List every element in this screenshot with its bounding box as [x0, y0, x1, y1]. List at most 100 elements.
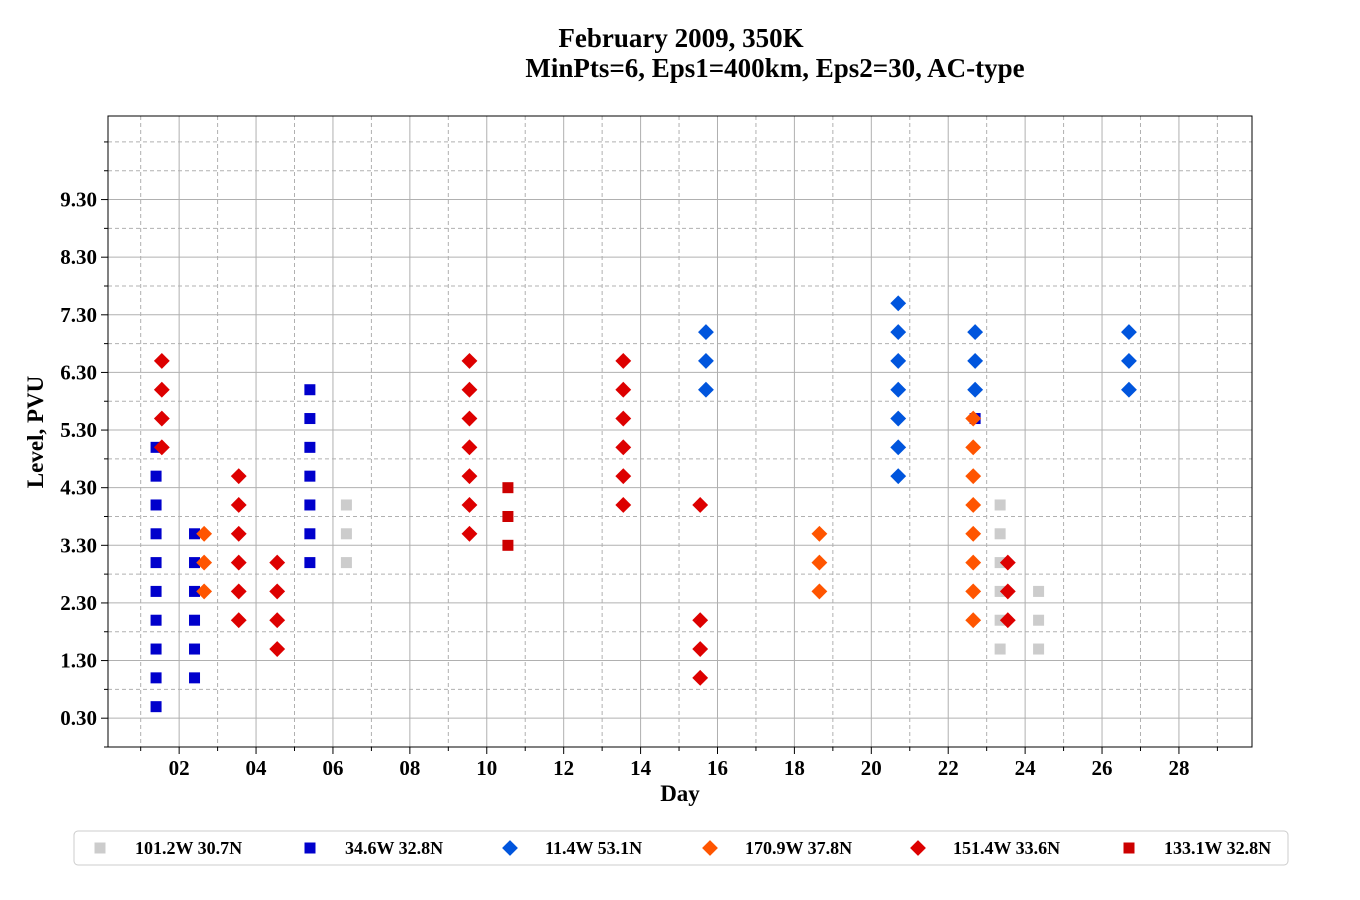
legend-box [73, 830, 1289, 866]
data-point [1121, 352, 1137, 369]
y-tick-label: 0.30 [60, 706, 97, 730]
data-point [150, 701, 162, 713]
data-point [615, 410, 632, 427]
data-point [502, 510, 514, 522]
data-point [189, 557, 201, 569]
data-point [189, 614, 201, 626]
legend-entry: 34.6W 32.8N [345, 838, 443, 858]
legend-marker [1123, 842, 1135, 854]
data-point [811, 583, 828, 600]
data-point [269, 583, 286, 600]
data-point [994, 643, 1006, 655]
chart-title: February 2009, 350K [558, 23, 803, 53]
data-point [196, 554, 213, 571]
grid [108, 116, 1252, 748]
data-point [890, 295, 907, 312]
x-tick-label: 10 [476, 756, 497, 780]
x-tick-label: 28 [1168, 756, 1189, 780]
data-point [698, 352, 714, 369]
x-tick-label: 02 [169, 756, 190, 780]
data-point [965, 497, 982, 513]
data-point [965, 525, 982, 542]
data-point [615, 352, 632, 369]
data-point [304, 384, 316, 396]
data-point [230, 525, 247, 542]
data-point [150, 470, 162, 482]
data-point [304, 499, 316, 511]
x-tick-label: 20 [861, 756, 882, 780]
x-tick-label: 12 [553, 756, 574, 780]
data-point [230, 554, 247, 571]
legend-entry: 151.4W 33.6N [953, 838, 1060, 858]
legend: 101.2W 30.7N 34.6W 32.8N 11.4W 53.1N 170.9W… [73, 830, 1289, 866]
plot-area [107, 115, 1253, 748]
x-tick-label: 22 [938, 756, 959, 780]
chart-subtitle: MinPts=6, Eps1=400km, Eps2=30, AC-type [525, 53, 1024, 83]
data-point [461, 352, 478, 369]
y-axis-ticks: 0.30 1.30 2.30 3.30 4.30 5.30 6.30 7.30 8.30 9.30 [60, 141, 108, 748]
data-point [890, 439, 907, 456]
legend-entry: 170.9W 37.8N [745, 838, 852, 858]
data-point [269, 554, 286, 571]
y-tick-label: 7.30 [60, 303, 97, 327]
x-tick-label: 26 [1092, 756, 1113, 780]
data-point [196, 583, 213, 600]
data-point [967, 324, 984, 341]
data-point [615, 468, 632, 485]
data-point [890, 410, 907, 427]
data-point [965, 468, 982, 485]
x-tick-label: 14 [630, 756, 652, 780]
data-point [698, 324, 714, 341]
data-point [999, 612, 1016, 629]
data-point [304, 557, 316, 569]
data-point [461, 410, 478, 427]
data-point [502, 539, 514, 551]
data-point [189, 672, 201, 684]
y-tick-label: 3.30 [60, 533, 97, 557]
y-tick-label: 8.30 [60, 245, 97, 269]
x-axis-ticks: 02 04 06 08 10 12 14 16 18 20 22 24 26 28 [140, 747, 1218, 780]
legend-marker [304, 842, 316, 854]
data-point [965, 612, 982, 629]
data-point [150, 557, 162, 569]
x-tick-label: 16 [707, 756, 728, 780]
data-point [150, 672, 162, 684]
data-point [150, 528, 162, 540]
data-point [999, 554, 1016, 571]
y-axis-label: Level, PVU [23, 375, 48, 488]
data-point [461, 497, 478, 513]
data-point [698, 381, 714, 398]
legend-entry: 11.4W 53.1N [545, 838, 642, 858]
x-axis-label: Day [660, 781, 700, 806]
data-point [965, 583, 982, 600]
legend-marker [502, 840, 518, 856]
legend-marker [702, 840, 718, 856]
data-point [340, 557, 352, 569]
data-point [461, 381, 478, 398]
data-point [890, 381, 907, 398]
data-point [304, 528, 316, 540]
data-point [230, 497, 247, 513]
data-point [890, 324, 907, 341]
data-point [269, 641, 286, 657]
data-point [967, 381, 984, 398]
legend-entry: 133.1W 32.8N [1164, 838, 1271, 858]
data-point [230, 468, 247, 485]
data-point [692, 612, 709, 629]
data-point [1033, 643, 1045, 655]
y-tick-label: 2.30 [60, 591, 97, 615]
data-point [189, 528, 201, 540]
data-point [1121, 324, 1137, 341]
data-point [615, 497, 632, 513]
data-point [890, 468, 907, 485]
data-point [196, 525, 213, 542]
data-point [189, 643, 201, 655]
x-tick-label: 06 [322, 756, 343, 780]
data-point [461, 439, 478, 456]
data-point [994, 499, 1006, 511]
data-point [692, 497, 709, 513]
data-point [965, 439, 982, 456]
data-point [811, 525, 828, 542]
x-tick-label: 24 [1015, 756, 1037, 780]
